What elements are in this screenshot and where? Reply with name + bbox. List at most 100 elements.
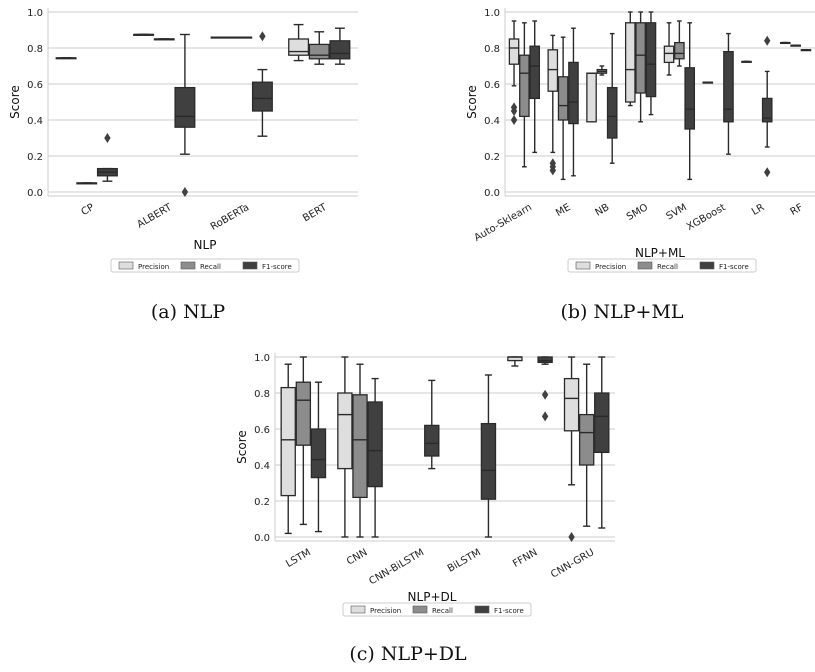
x-tick-label: ME bbox=[554, 202, 572, 219]
legend-swatch bbox=[474, 605, 490, 614]
x-axis-label: NLP+DL bbox=[408, 590, 457, 604]
y-tick-label: 0.8 bbox=[254, 389, 270, 400]
box-f1-score bbox=[761, 97, 773, 123]
x-tick-label: XGBoost bbox=[685, 202, 728, 233]
caption-c: (c) NLP+DL bbox=[349, 643, 467, 665]
legend-label: F1-score bbox=[719, 263, 749, 271]
y-tick-label: 0.2 bbox=[254, 497, 270, 508]
box-f1-score bbox=[645, 22, 657, 98]
legend-swatch bbox=[699, 261, 715, 270]
box-recall bbox=[635, 22, 646, 94]
x-tick-label: SMO bbox=[625, 202, 650, 223]
box-recall bbox=[578, 413, 595, 466]
caption-b: (b) NLP+ML bbox=[560, 301, 683, 323]
box-f1-score bbox=[329, 40, 351, 60]
box-precision bbox=[624, 22, 636, 103]
box-f1-score bbox=[174, 86, 196, 128]
box-recall bbox=[308, 43, 330, 60]
x-axis-label: NLP+ML bbox=[635, 246, 685, 260]
y-tick-label: 0.8 bbox=[27, 44, 43, 55]
y-axis-label: Score bbox=[465, 85, 479, 119]
x-tick-label: SVM bbox=[664, 202, 688, 222]
box-precision bbox=[288, 38, 310, 56]
legend-swatch bbox=[118, 261, 134, 270]
legend-swatch bbox=[412, 605, 428, 614]
outlier-marker bbox=[510, 115, 518, 125]
y-tick-label: 0.4 bbox=[484, 116, 500, 127]
box-precision bbox=[586, 72, 597, 123]
x-tick-label: ALBERT bbox=[135, 202, 174, 231]
y-axis-label: Score bbox=[8, 85, 22, 119]
box-precision bbox=[663, 45, 675, 64]
y-tick-label: 0.2 bbox=[484, 152, 500, 163]
y-tick-label: 0.6 bbox=[254, 425, 270, 436]
y-tick-label: 0.6 bbox=[484, 80, 500, 91]
y-tick-label: 0.8 bbox=[484, 44, 500, 55]
box-f1-score bbox=[568, 61, 579, 125]
y-tick-label: 1.0 bbox=[254, 353, 270, 364]
y-axis-label: Score bbox=[235, 430, 249, 464]
x-tick-label: CNN-GRU bbox=[549, 547, 596, 580]
box-f1-score bbox=[529, 45, 541, 100]
box-f1-score bbox=[424, 424, 440, 457]
box-f1-score bbox=[537, 356, 553, 364]
box-precision bbox=[337, 392, 353, 470]
x-tick-label: RoBERTa bbox=[209, 202, 251, 233]
outlier-marker bbox=[764, 35, 771, 46]
legend-label: F1-score bbox=[494, 607, 524, 615]
x-tick-label: BERT bbox=[301, 202, 329, 225]
legend-swatch bbox=[350, 605, 366, 614]
y-tick-label: 0.0 bbox=[254, 533, 270, 544]
x-tick-label: NB bbox=[593, 202, 611, 219]
caption-a: (a) NLP bbox=[151, 301, 225, 323]
y-tick-label: 0.2 bbox=[27, 152, 43, 163]
x-tick-label: LR bbox=[750, 202, 766, 218]
outlier-marker bbox=[568, 532, 575, 542]
box-f1-score bbox=[723, 50, 734, 123]
legend-label: Precision bbox=[370, 607, 401, 615]
y-tick-label: 1.0 bbox=[27, 8, 43, 19]
y-tick-label: 0.0 bbox=[27, 188, 43, 199]
box-f1-score bbox=[594, 392, 610, 454]
outlier-marker bbox=[259, 31, 266, 42]
y-tick-label: 0.0 bbox=[484, 188, 500, 199]
outlier-marker bbox=[541, 389, 549, 400]
box-f1-score bbox=[367, 401, 383, 488]
x-tick-label: Auto-Sklearn bbox=[473, 202, 534, 244]
outlier-marker bbox=[510, 102, 518, 113]
x-axis-label: NLP bbox=[194, 238, 217, 252]
box-precision bbox=[508, 38, 520, 65]
x-tick-label: CNN bbox=[345, 547, 370, 568]
x-tick-label: CNN-BiLSTM bbox=[367, 547, 426, 587]
legend-label: Precision bbox=[595, 263, 626, 271]
y-tick-label: 0.6 bbox=[27, 80, 43, 91]
box-f1-score bbox=[251, 81, 273, 112]
legend-label: Precision bbox=[138, 263, 169, 271]
box-f1-score bbox=[684, 67, 696, 130]
outlier-marker bbox=[764, 167, 771, 178]
legend-swatch bbox=[575, 261, 591, 270]
legend-label: Recall bbox=[432, 607, 453, 615]
y-tick-label: 0.4 bbox=[254, 461, 270, 472]
panel-nlp: 0.0 0.2 0.4 0.6 0.8 1.0 CP ALBERT RoBERTa BERT NLP… bbox=[8, 8, 358, 273]
box-recall bbox=[674, 41, 685, 60]
box-recall bbox=[295, 381, 312, 446]
x-tick-label: CP bbox=[79, 202, 96, 218]
legend-label: Recall bbox=[200, 263, 221, 271]
legend-swatch bbox=[637, 261, 653, 270]
y-tick-label: 0.4 bbox=[27, 116, 43, 127]
box-recall bbox=[352, 394, 368, 499]
x-tick-label: FFNN bbox=[511, 547, 539, 570]
box-f1-score bbox=[310, 428, 327, 479]
box-f1-score bbox=[606, 86, 618, 139]
box-precision bbox=[563, 377, 580, 432]
outlier-marker bbox=[181, 187, 189, 197]
box-recall bbox=[519, 54, 530, 118]
legend-label: Recall bbox=[657, 263, 678, 271]
box-precision bbox=[280, 386, 296, 497]
legend-swatch bbox=[242, 261, 258, 270]
box-precision bbox=[547, 49, 559, 92]
x-tick-label: LSTM bbox=[284, 547, 313, 570]
box-recall bbox=[557, 76, 569, 121]
